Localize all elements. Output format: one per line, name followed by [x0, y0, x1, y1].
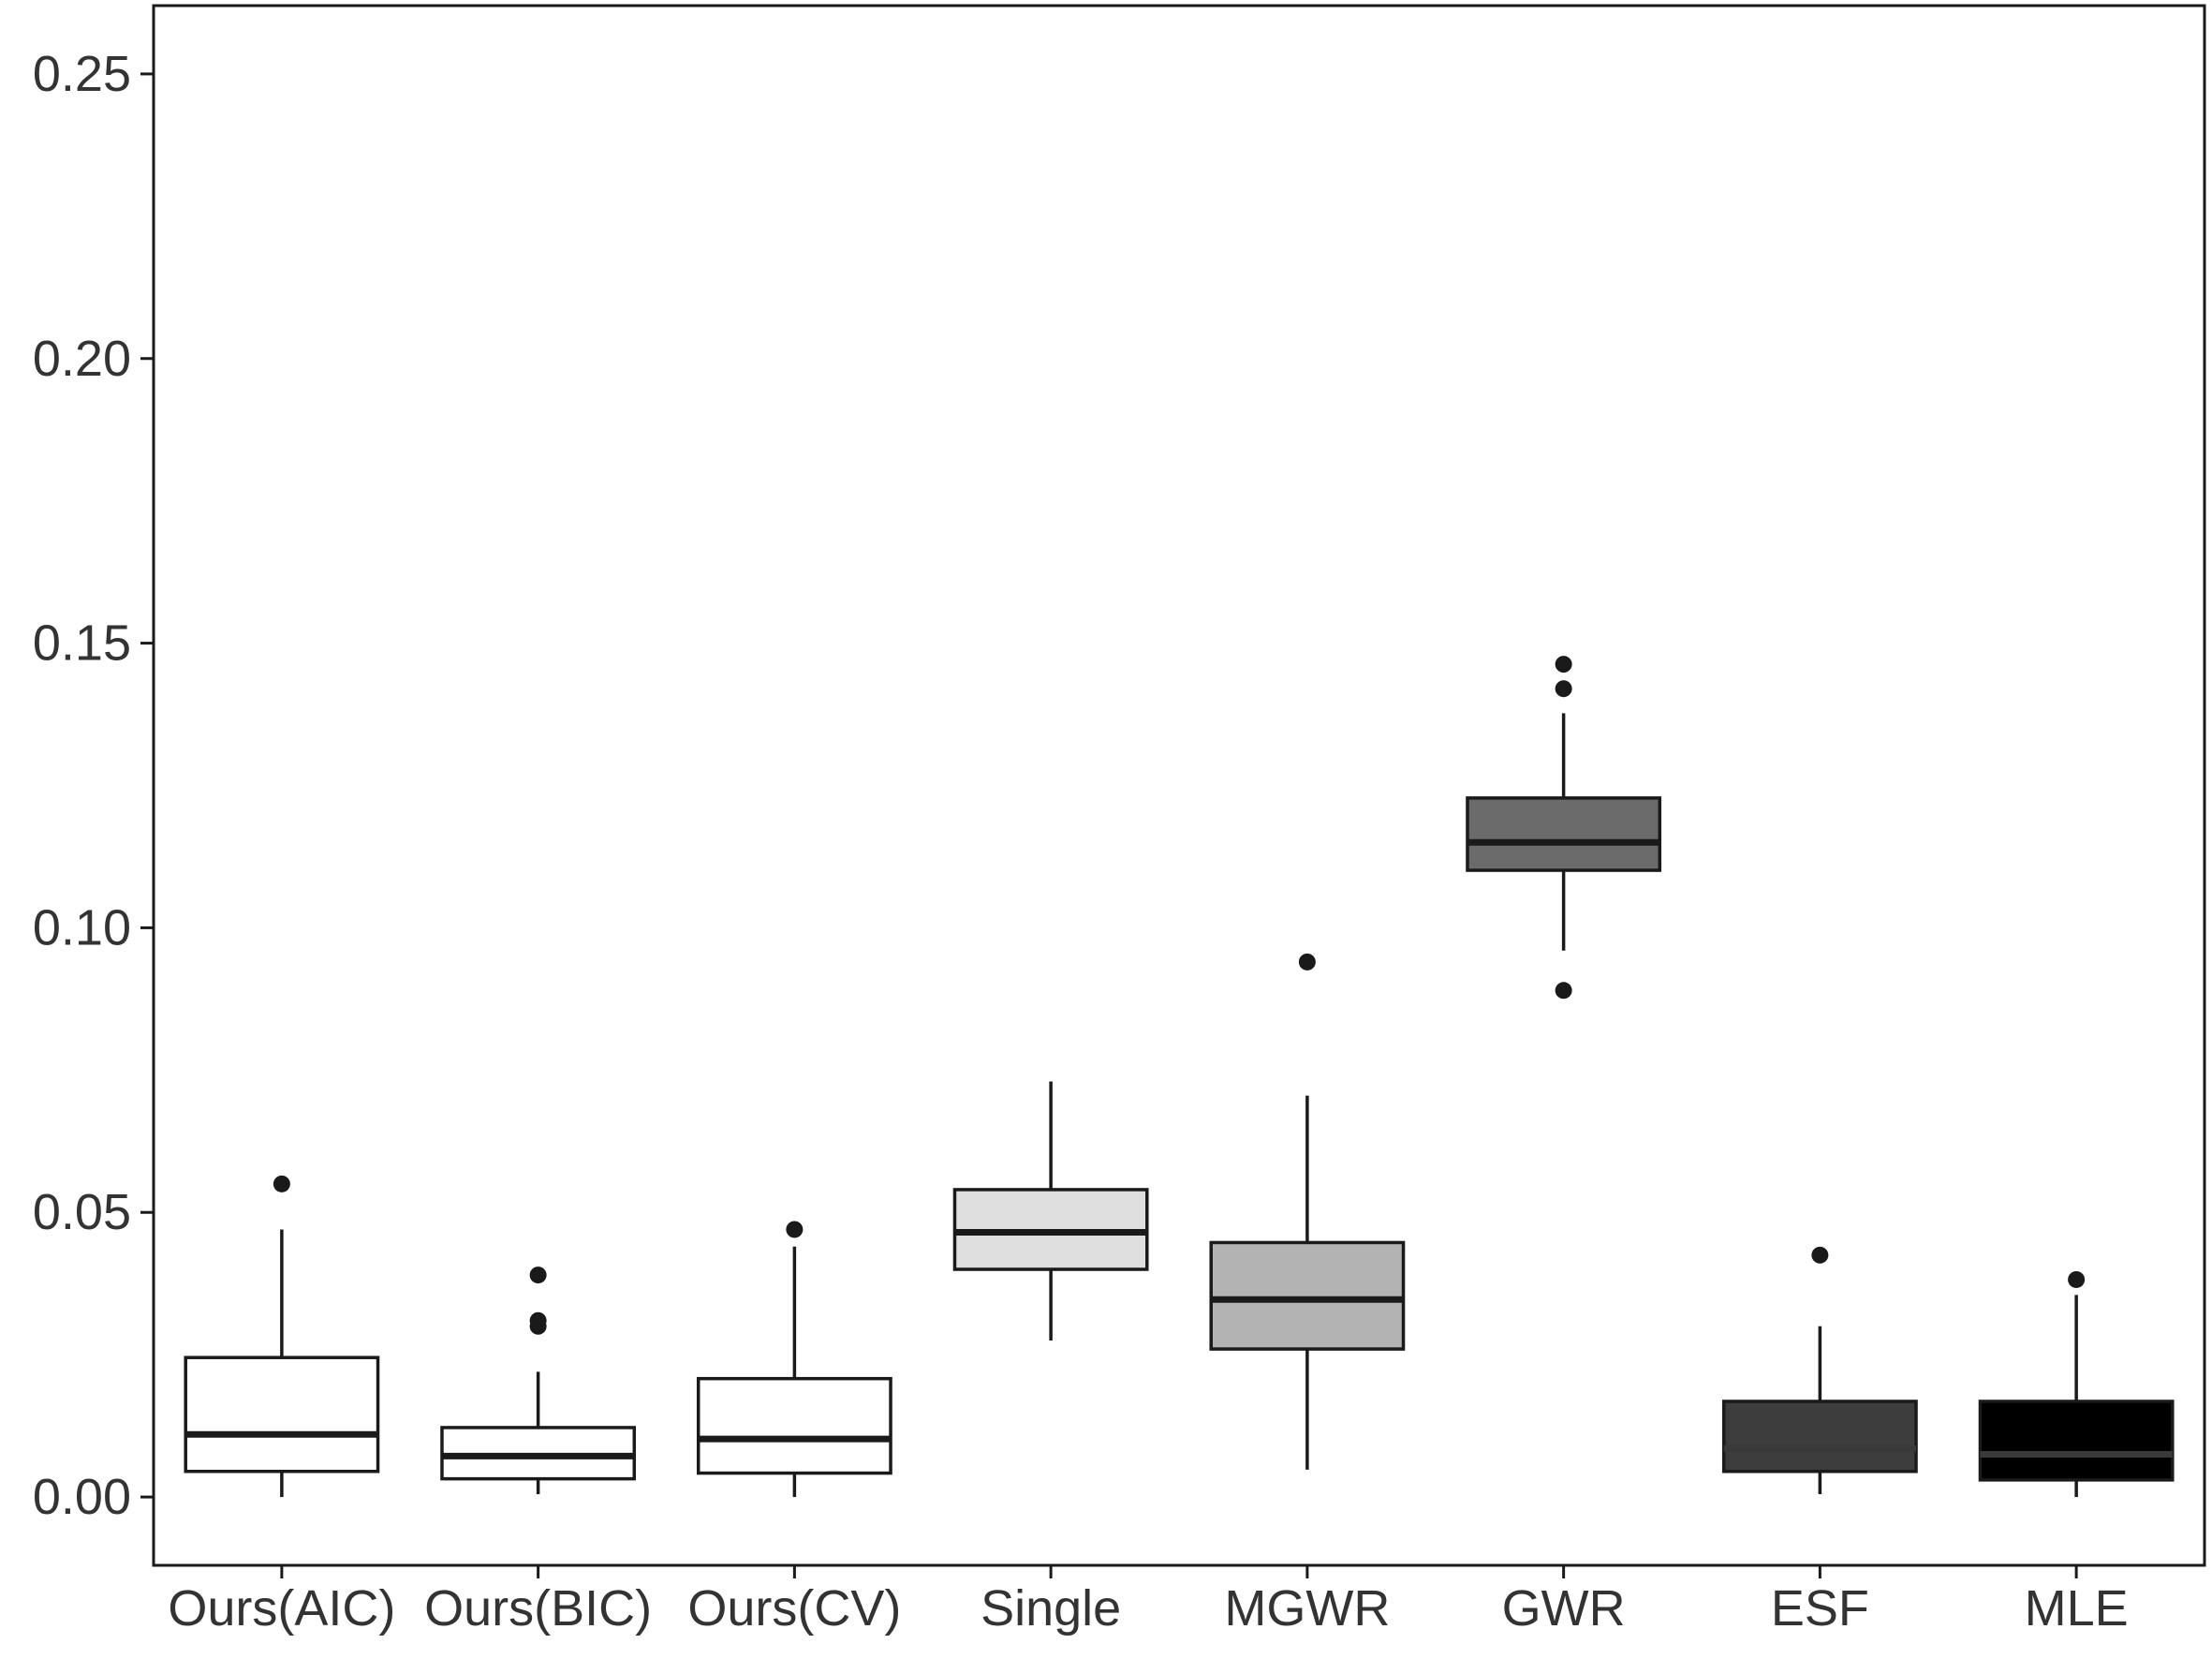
y-tick-label: 0.00 [33, 1469, 131, 1525]
box-iqr [1978, 1400, 2175, 1482]
outlier-point [529, 1266, 547, 1284]
y-axis: 0.00 0.05 0.10 0.15 0.20 0.25 [33, 46, 154, 1525]
box-iqr [696, 1376, 892, 1475]
box-iqr [184, 1355, 380, 1474]
outlier-point [2068, 1270, 2086, 1288]
outlier-point [786, 1221, 804, 1238]
boxes [184, 656, 2175, 1498]
x-tick-label: Ours(AIC) [168, 1580, 395, 1637]
x-tick-label: ESF [1771, 1580, 1869, 1637]
box-group [184, 1175, 380, 1498]
x-tick-label: GWR [1502, 1580, 1626, 1637]
outlier-point [273, 1175, 290, 1192]
y-tick-label: 0.25 [33, 46, 131, 102]
x-tick-label: Ours(CV) [687, 1580, 901, 1637]
outlier-point [529, 1311, 547, 1329]
box-group [440, 1266, 637, 1495]
outlier-point [1298, 953, 1316, 970]
box-group [696, 1221, 892, 1498]
x-tick-label: Ours(BIC) [424, 1580, 652, 1637]
box-group [1466, 656, 1662, 1000]
y-tick-label: 0.10 [33, 899, 131, 955]
box-group [1209, 953, 1406, 1470]
box-group [952, 1081, 1149, 1341]
x-axis: Ours(AIC) Ours(BIC) Ours(CV) Single MGWR GWR E… [168, 1565, 2129, 1637]
plot-panel-border [152, 4, 2206, 1567]
box-iqr [1466, 796, 1662, 872]
x-tick-label: MGWR [1224, 1580, 1390, 1637]
outlier-point [1555, 982, 1572, 1000]
box-iqr [1721, 1400, 1918, 1474]
outlier-point [1555, 656, 1572, 674]
y-tick-label: 0.20 [33, 331, 131, 387]
y-tick-label: 0.05 [33, 1184, 131, 1240]
outlier-point [1811, 1246, 1829, 1264]
box-group [1978, 1270, 2175, 1498]
outlier-point [1555, 680, 1572, 698]
y-tick-label: 0.15 [33, 615, 131, 672]
box-group [1721, 1246, 1918, 1495]
x-tick-label: MLE [2025, 1580, 2129, 1637]
box-iqr [1209, 1240, 1406, 1351]
x-tick-label: Single [981, 1580, 1121, 1637]
